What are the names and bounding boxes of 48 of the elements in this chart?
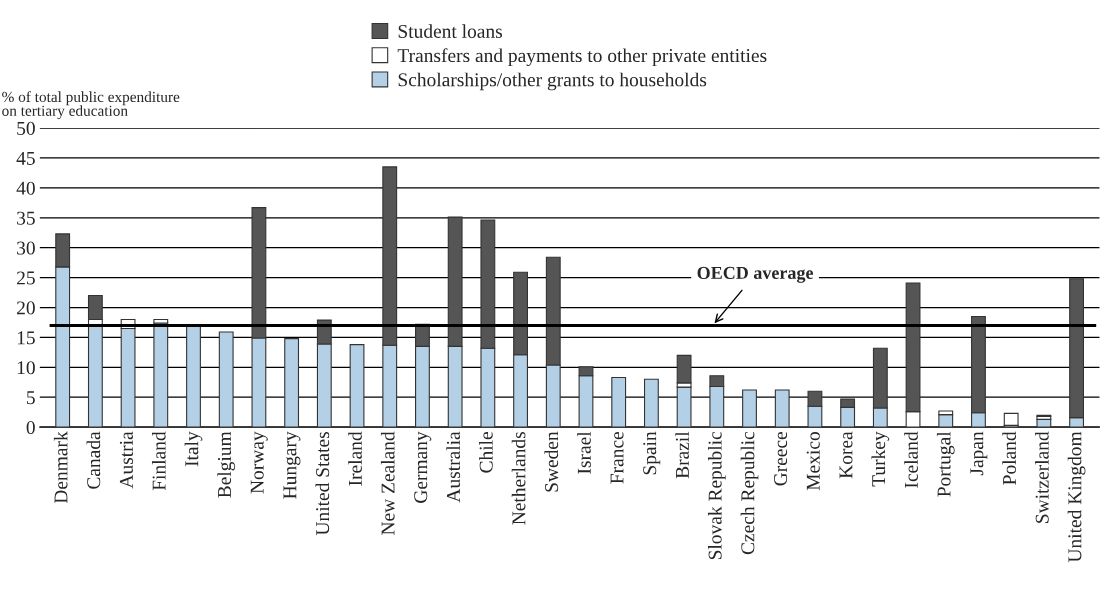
x-tick-label: Japan — [970, 431, 988, 476]
y-tick-label: 40 — [16, 181, 35, 195]
legend-label: Scholarships/other grants to households — [398, 72, 707, 91]
x-tick-label: Austria — [119, 431, 133, 489]
y-tick-label: 30 — [17, 241, 35, 255]
y-tick-label: 45 — [16, 151, 35, 165]
y-tick-label: 15 — [17, 331, 35, 345]
x-tick-label: Italy — [184, 431, 203, 467]
x-tick-label: Poland — [1002, 431, 1017, 485]
x-tick-label: Turkey — [871, 431, 890, 487]
x-tick-label: Chile — [479, 432, 493, 473]
x-tick-label: Korea — [839, 431, 853, 479]
x-tick-label: Finland — [151, 431, 166, 491]
y-tick-label: 20 — [17, 301, 35, 315]
y-tick-label: 10 — [17, 361, 35, 375]
x-tick-label: Denmark — [53, 431, 68, 504]
x-tick-label: Brazil — [675, 431, 689, 479]
x-tick-label: Germany — [414, 431, 432, 503]
x-tick-label: Canada — [86, 431, 101, 489]
x-tick-label: Czech Republic — [740, 431, 759, 555]
y-tick-label: 25 — [17, 271, 35, 285]
x-tick-label: Spain — [643, 431, 661, 475]
x-tick-label: Netherlands — [511, 432, 526, 525]
x-tick-label: Greece — [774, 432, 788, 486]
x-tick-label: Ireland — [348, 431, 362, 486]
x-tick-label: United Kingdom — [1067, 431, 1086, 563]
legend-label: Transfers and payments to other private entities — [397, 48, 767, 67]
x-tick-label: Portugal — [936, 431, 955, 497]
y-axis-title: % of total public expenditure on tertiary education — [2, 91, 180, 120]
x-tick-label: Australia — [446, 431, 461, 503]
x-tick-label: Iceland — [904, 431, 918, 488]
x-tick-label: Switzerland — [1035, 431, 1049, 523]
x-tick-label: Norway — [250, 431, 268, 494]
x-tick-label: Belgium — [217, 431, 236, 498]
x-tick-label: France — [610, 432, 624, 484]
y-tick-label: 50 — [17, 121, 35, 135]
x-tick-label: Slovak Republic — [707, 431, 726, 560]
y-tick-label: 0 — [26, 420, 35, 435]
x-tick-label: Mexico — [806, 432, 820, 491]
x-tick-label: Hungary — [283, 431, 301, 499]
ref-line-label: OECD average — [697, 266, 814, 283]
x-tick-label: Sweden — [544, 431, 559, 492]
y-tick-label: 5 — [27, 391, 35, 405]
y-tick-label: 35 — [17, 211, 35, 225]
x-tick-label: Israel — [577, 431, 591, 474]
legend-label: Student loans — [398, 24, 503, 38]
x-tick-label: United States — [315, 432, 330, 536]
x-tick-label: New Zealand — [380, 431, 395, 535]
